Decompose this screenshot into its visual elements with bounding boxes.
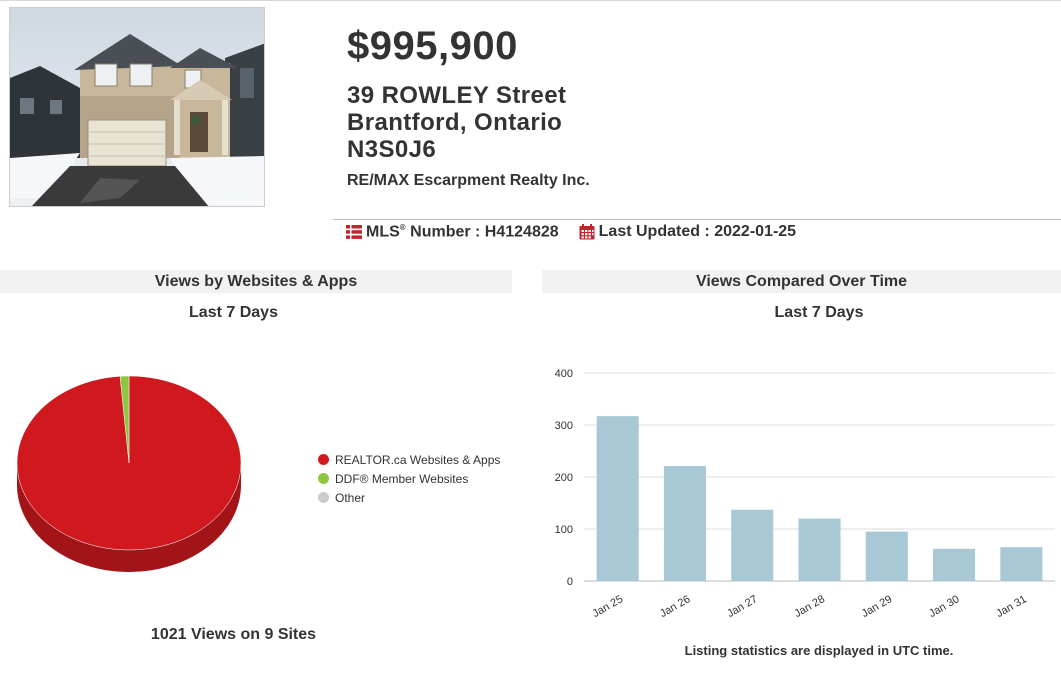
mls-number: MLS® Number : H4124828	[366, 223, 559, 241]
calendar-icon	[579, 224, 595, 240]
pie-legend: REALTOR.ca Websites & Apps DDF® Member W…	[318, 450, 500, 507]
bar-jan-28[interactable]	[798, 518, 841, 581]
top-border	[0, 0, 1061, 1]
last-updated: Last Updated : 2022-01-25	[598, 223, 797, 241]
views-by-websites-header: Views by Websites & Apps	[0, 270, 512, 293]
pie-total-views: 1021 Views on 9 Sites	[150, 626, 317, 643]
legend-item-ddf[interactable]: DDF® Member Websites	[318, 469, 500, 488]
x-tick-label: Jan 27	[725, 593, 760, 620]
y-tick-label: 300	[555, 420, 573, 432]
views-over-time-header: Views Compared Over Time	[542, 270, 1061, 293]
list-icon	[346, 225, 362, 240]
house-photo-image	[10, 8, 264, 206]
bar-jan-30[interactable]	[933, 548, 976, 581]
x-tick-label: Jan 29	[860, 593, 895, 620]
listing-price: $995,900	[347, 24, 518, 68]
legend-label-realtor: REALTOR.ca Websites & Apps	[335, 452, 501, 467]
address-street: 39 ROWLEY Street	[347, 82, 567, 109]
address-city: Brantford, Ontario	[347, 109, 563, 136]
x-tick-label: Jan 28	[792, 593, 827, 620]
legend-label-other: Other	[335, 490, 366, 505]
x-tick-label: Jan 26	[658, 593, 693, 620]
bar-jan-27[interactable]	[731, 509, 774, 581]
bar-jan-26[interactable]	[663, 466, 706, 581]
x-tick-label: Jan 31	[994, 593, 1029, 620]
views-over-time-bar-chart[interactable]: 0 100 200 300 400 Jan 25 Jan 26 Jan 27 Jan 28 Jan…	[540, 355, 1058, 625]
legend-dot-ddf	[318, 473, 329, 484]
pie-side	[17, 463, 241, 572]
x-tick-label: Jan 25	[591, 593, 626, 620]
legend-dot-realtor	[318, 454, 329, 465]
bar-jan-29[interactable]	[865, 531, 908, 581]
utc-time-note: Listing statistics are displayed in UTC …	[684, 643, 954, 658]
header-divider	[333, 219, 1061, 220]
legend-label-ddf: DDF® Member Websites	[335, 471, 469, 486]
x-tick-label: Jan 30	[927, 593, 962, 620]
legend-item-other[interactable]: Other	[318, 488, 500, 507]
legend-item-realtor[interactable]: REALTOR.ca Websites & Apps	[318, 450, 500, 469]
y-tick-label: 100	[555, 524, 573, 536]
legend-dot-other	[318, 492, 329, 503]
bar-jan-25[interactable]	[596, 416, 639, 581]
brokerage-name: RE/MAX Escarpment Realty Inc.	[347, 172, 590, 189]
y-tick-label: 0	[567, 576, 573, 588]
y-tick-label: 200	[555, 472, 573, 484]
listing-meta: MLS® Number : H4124828 Last Updated : 20…	[346, 223, 796, 241]
pie-period-subtitle: Last 7 Days	[189, 304, 278, 321]
bar-jan-31[interactable]	[1000, 547, 1043, 581]
bar-period-subtitle: Last 7 Days	[774, 304, 864, 321]
views-by-website-pie-chart[interactable]	[0, 368, 260, 588]
listing-photo[interactable]	[9, 7, 265, 207]
y-tick-label: 400	[555, 368, 573, 380]
pie-slice-1	[119, 375, 130, 464]
address-postal-code: N3S0J6	[347, 136, 437, 163]
